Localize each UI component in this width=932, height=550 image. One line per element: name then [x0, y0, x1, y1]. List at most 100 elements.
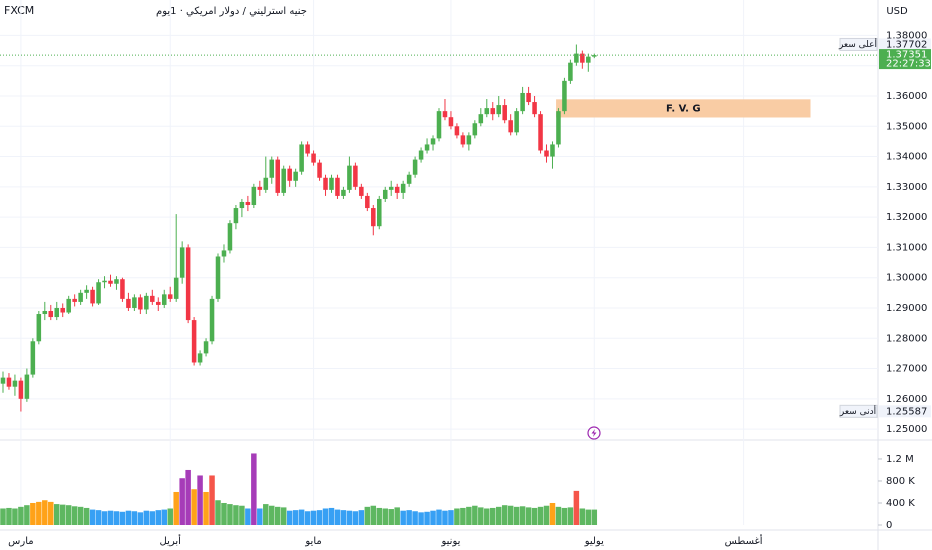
volume-tick-label: 400 K — [886, 498, 915, 509]
candle-body — [388, 186, 394, 190]
y-tick-label: 1.30000 — [886, 273, 927, 284]
volume-bar — [173, 491, 179, 525]
y-tick-label: 1.29000 — [886, 303, 927, 314]
volume-bar — [131, 511, 138, 525]
volume-bar — [472, 505, 478, 525]
volume-bar — [298, 509, 305, 525]
high-marker-value: 1.37702 — [886, 39, 927, 50]
candle-body — [502, 105, 507, 121]
volume-bar — [30, 502, 36, 525]
volume-bar — [543, 505, 550, 525]
volume-bar — [573, 490, 580, 525]
volume-bar — [12, 508, 18, 525]
candle-body — [406, 174, 412, 184]
candle-body — [167, 294, 173, 299]
candle-body — [377, 198, 382, 227]
last-price-box — [879, 49, 931, 70]
candle-body — [191, 320, 197, 363]
volume-bar — [239, 505, 245, 525]
candle-body — [263, 177, 269, 190]
candle-body — [353, 165, 358, 187]
y-tick-label: 1.25000 — [886, 424, 927, 435]
volume-bar — [227, 504, 233, 525]
y-tick-label: 1.33000 — [886, 182, 927, 193]
candle-body — [257, 186, 263, 190]
volume-bar — [478, 507, 484, 525]
candle-body — [472, 123, 478, 136]
volume-bar — [107, 510, 114, 525]
volume-bar — [221, 502, 227, 525]
candle-body — [592, 55, 597, 57]
volume-bar — [537, 506, 544, 525]
candle-body — [6, 377, 12, 387]
candle-body — [221, 250, 227, 257]
candle-body — [478, 114, 484, 124]
volume-bar — [286, 510, 293, 525]
volume-bar — [125, 510, 132, 525]
candle-body — [179, 247, 185, 278]
candle-body — [430, 138, 436, 145]
x-tick-label: مارس — [8, 536, 33, 547]
volume-bar — [382, 508, 388, 525]
candle-body — [347, 165, 352, 190]
candle-body — [532, 102, 537, 115]
x-tick-label: أبريل — [160, 534, 182, 547]
volume-bar — [0, 508, 6, 525]
volume-bar — [322, 508, 329, 525]
volume-bar — [513, 506, 520, 525]
candle-body — [299, 144, 304, 172]
candle-body — [209, 298, 215, 342]
candle-body — [359, 186, 364, 196]
high-marker-text: أعلى سعر — [838, 38, 877, 50]
candle-body — [161, 294, 167, 305]
volume-bar — [203, 491, 209, 525]
volume-bar — [274, 506, 281, 525]
volume-bar — [215, 500, 221, 525]
volume-bar — [370, 505, 377, 525]
volume-bar — [191, 489, 197, 525]
low-marker-value: 1.25587 — [886, 406, 927, 417]
candle-body — [394, 186, 400, 193]
volume-bar — [143, 510, 150, 525]
volume-tick-label: 800 K — [886, 476, 915, 487]
volume-bar — [179, 478, 185, 525]
candle-body — [197, 353, 203, 363]
candle-body — [54, 307, 60, 318]
broker: FXCM — [4, 4, 34, 17]
candle-body — [239, 201, 245, 209]
candle-body — [424, 144, 430, 151]
candle-body — [550, 144, 555, 157]
candle-body — [568, 62, 573, 81]
volume-bar — [197, 475, 203, 525]
candle-body — [317, 162, 322, 178]
volume-bar — [304, 511, 311, 525]
candle-body — [508, 120, 513, 133]
candle-body — [454, 126, 460, 136]
volume-bar — [310, 510, 317, 525]
volume-bar — [531, 507, 538, 525]
y-tick-label: 1.35000 — [886, 121, 927, 132]
volume-bar — [292, 510, 299, 525]
candle-body — [442, 111, 448, 118]
y-tick-label: 1.34000 — [886, 152, 927, 163]
volume-bar — [430, 510, 436, 525]
candle-body — [78, 292, 83, 302]
last-price-value: 1.37351 — [886, 50, 927, 61]
y-tick-label: 1.28000 — [886, 333, 927, 344]
candle-body — [215, 256, 221, 299]
candle-body — [365, 195, 370, 209]
volume-bar — [185, 469, 191, 525]
volume-bar — [328, 507, 335, 525]
candle-body — [126, 298, 131, 308]
volume-bar — [36, 501, 42, 525]
volume-bar — [364, 506, 371, 525]
candle-body — [496, 105, 501, 115]
y-tick-label: 1.38000 — [886, 30, 927, 41]
low-marker-text: أدنى سعر — [839, 405, 876, 417]
candle-body — [203, 341, 209, 354]
fvg-zone — [556, 99, 811, 118]
volume-bar — [257, 508, 263, 525]
candle-body — [227, 223, 233, 251]
candle-body — [586, 56, 591, 63]
candle-body — [418, 150, 424, 160]
